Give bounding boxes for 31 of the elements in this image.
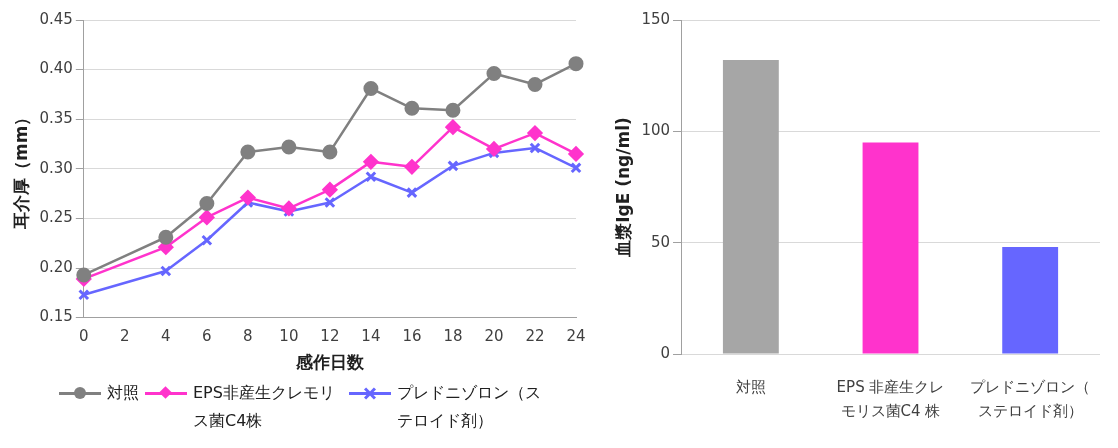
x-tick-label: 24 [566, 327, 586, 346]
x-tick-label: 対照 [735, 377, 766, 396]
x-tick-label: 16 [402, 327, 422, 346]
x-tick-label: 0 [79, 327, 89, 346]
y-tick-label: 0.30 [39, 158, 73, 177]
x-tick-label: 10 [279, 327, 299, 346]
x-tick-label: 12 [320, 327, 340, 346]
x-axis-title: 感作日数 [294, 352, 365, 373]
x-tick-label: 18 [443, 327, 463, 346]
y-tick-label: 0.40 [39, 59, 73, 78]
y-axis-title: 血漿IgE (ng/ml) [612, 117, 633, 258]
y-tick-label: 150 [641, 9, 671, 28]
legend-label: EPS非産生クレモリス菌C4株 [193, 382, 336, 432]
y-tick-label: 50 [650, 232, 671, 251]
y-tick-label: 0.15 [39, 307, 73, 326]
x-tick-label: EPS 非産生クレモリス菌C4 株 [836, 377, 945, 420]
y-tick-label: 0.25 [39, 208, 73, 227]
x-tick-label: 4 [161, 327, 171, 346]
x-tick-label: 2 [120, 327, 130, 346]
y-tick-label: 0.20 [39, 257, 73, 276]
y-tick-label: 0 [660, 343, 671, 362]
x-tick-label: 14 [361, 327, 381, 346]
y-tick-label: 0.35 [39, 109, 73, 128]
x-tick-label: 20 [484, 327, 504, 346]
y-tick-label: 0.45 [39, 9, 73, 28]
y-axis-title: 耳介厚（mm） [10, 108, 31, 231]
x-tick-label: プレドニゾロン（ステロイド剤） [970, 377, 1091, 420]
y-tick-label: 100 [641, 121, 671, 140]
x-tick-label: 6 [202, 327, 212, 346]
x-tick-label: 8 [243, 327, 253, 346]
x-tick-label: 22 [525, 327, 545, 346]
